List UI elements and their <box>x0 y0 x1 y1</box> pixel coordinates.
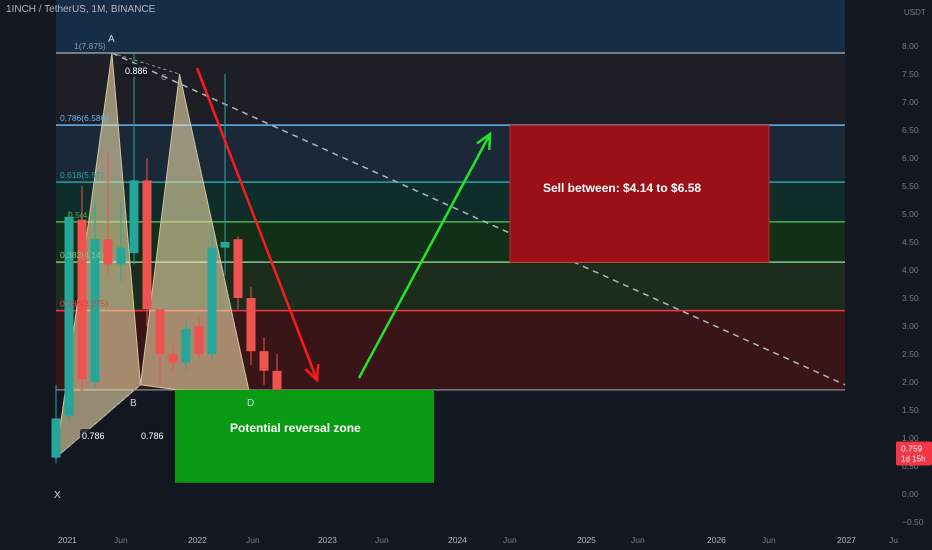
price-tick: 4.50 <box>902 237 919 247</box>
candle-body <box>64 216 74 416</box>
time-tick: Jun <box>631 535 645 545</box>
time-tick: Jun <box>762 535 776 545</box>
time-tick: 2023 <box>318 535 337 545</box>
ratio-badge <box>139 429 165 442</box>
ratio-label: 0.786 <box>141 431 164 441</box>
price-tick: 8.00 <box>902 41 919 51</box>
ratio-badge <box>123 64 149 77</box>
pattern-point-label: B <box>130 398 137 409</box>
pattern-point-label: D <box>247 398 254 409</box>
time-tick: 2026 <box>707 535 726 545</box>
time-tick: 2024 <box>448 535 467 545</box>
price-tick: 1.50 <box>902 405 919 415</box>
price-axis[interactable]: USDT 8.00 7.50 7.00 6.50 6.00 5.50 5.00 4.50 4.00… <box>895 0 932 550</box>
pattern-xb-line <box>55 384 141 458</box>
dashed-trendline <box>111 52 846 386</box>
candle-body <box>90 239 100 382</box>
time-tick: 2022 <box>188 535 207 545</box>
candle-body <box>142 180 152 310</box>
candle-body <box>246 298 256 352</box>
last-price-value: 0.759 <box>901 443 923 453</box>
pattern-point-label: C <box>161 73 167 82</box>
time-tick: Jun <box>375 535 389 545</box>
candle-body <box>181 328 191 363</box>
time-axis-bg <box>0 530 932 550</box>
price-tick: 3.00 <box>902 321 919 331</box>
candle-body <box>168 354 178 363</box>
fib-label: 0.236(3.275) <box>60 299 108 309</box>
ratio-label: 0.886 <box>125 66 148 76</box>
sell-zone-label: Sell between: $4.14 to $6.58 <box>543 181 701 195</box>
time-tick: 2025 <box>577 535 596 545</box>
pattern-point-label: X <box>54 490 61 501</box>
price-tick: 6.50 <box>902 125 919 135</box>
last-price-badge <box>896 441 932 466</box>
price-tick: 7.00 <box>902 97 919 107</box>
price-axis-unit: USDT <box>904 8 926 17</box>
candle-body <box>103 239 113 265</box>
candle-body <box>272 370 282 408</box>
candle-body <box>129 180 139 254</box>
fib-label: 0.382(4.14) <box>60 250 104 260</box>
candle-body <box>194 326 204 354</box>
bar-countdown: 1d 15h <box>901 454 925 463</box>
ratio-label: 0.786 <box>82 431 105 441</box>
candle-body <box>220 242 230 248</box>
up-arrow-head <box>476 131 492 151</box>
pattern-point-label: A <box>108 34 115 45</box>
fib-label: 1(7.875) <box>74 41 106 51</box>
fib-zone-top <box>56 0 845 53</box>
price-tick: 7.50 <box>902 69 919 79</box>
price-tick: 0.50 <box>902 461 919 471</box>
time-tick: Jun <box>503 535 517 545</box>
price-tick: 4.00 <box>902 265 919 275</box>
fib-label: 0.5(4.8) <box>68 210 97 220</box>
ratio-badge <box>80 429 106 442</box>
down-arrow <box>195 67 319 381</box>
candle-body <box>155 309 165 354</box>
price-tick: 2.00 <box>902 377 919 387</box>
candle-body <box>116 247 126 265</box>
candle-body <box>233 239 243 298</box>
annotation-boxes: Sell between: $4.14 to $6.58 Potential re… <box>175 125 770 483</box>
sell-zone-box <box>509 125 770 263</box>
candle-body <box>259 351 269 371</box>
price-tick: 3.50 <box>902 293 919 303</box>
price-tick: 0.00 <box>902 489 919 499</box>
time-tick: 2027 <box>837 535 856 545</box>
fib-label: 0.618(5.57) <box>60 170 104 180</box>
candle-body <box>51 418 61 458</box>
time-tick: Jun <box>246 535 260 545</box>
chart-labels: 1(7.875) 0.786(6.586) 0.618(5.57) 0.5(4.8) 0… <box>54 34 254 501</box>
reversal-zone-label: Potential reversal zone <box>230 421 361 435</box>
reversal-zone-box <box>175 389 434 483</box>
price-tick: 1.00 <box>902 433 919 443</box>
symbol-title: 1INCH / TetherUS, 1M, BINANCE <box>6 4 156 15</box>
up-arrow <box>357 133 492 379</box>
time-tick: Ju <box>889 535 898 545</box>
down-arrow-head <box>304 363 320 383</box>
time-tick: Jun <box>114 535 128 545</box>
trend-arrows <box>195 67 492 383</box>
price-tick: −0.50 <box>902 517 924 527</box>
time-axis[interactable]: 2021 Jun 2022 Jun 2023 Jun 2024 Jun 2025 Jun 2026 J… <box>0 530 932 550</box>
price-tick: 5.00 <box>902 209 919 219</box>
price-tick: 6.00 <box>902 153 919 163</box>
candle-body <box>207 247 217 354</box>
time-tick: 2021 <box>58 535 77 545</box>
candle-body <box>77 219 87 380</box>
fib-label: 0.786(6.586) <box>60 113 108 123</box>
price-tick: 2.50 <box>902 349 919 359</box>
price-tick: 5.50 <box>902 181 919 191</box>
